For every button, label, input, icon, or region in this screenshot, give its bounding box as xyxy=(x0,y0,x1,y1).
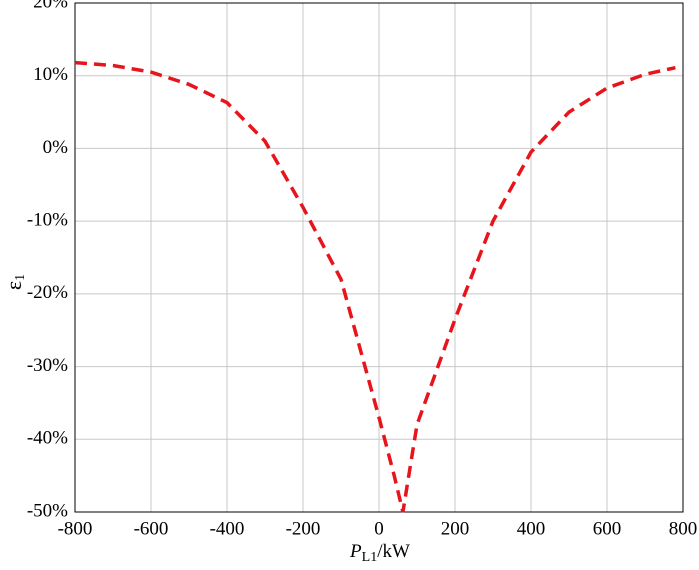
plot-frame xyxy=(74,2,684,513)
y-tick-label: -20% xyxy=(27,282,68,303)
y-tick-label: -40% xyxy=(27,428,68,449)
x-tick-label: -200 xyxy=(286,518,321,539)
x-tick-label: -600 xyxy=(134,518,169,539)
x-tick-label: 400 xyxy=(517,518,546,539)
x-tick-label: 0 xyxy=(374,518,384,539)
y-tick-label: -10% xyxy=(27,210,68,231)
y-label-sub: 1 xyxy=(13,274,28,281)
x-axis-label: PL1/kW xyxy=(349,541,410,565)
y-tick-label: 10% xyxy=(33,64,68,85)
y-tick-label: 20% xyxy=(33,0,68,12)
y-axis-label: ε1 xyxy=(1,274,28,290)
y-label-main: ε xyxy=(1,281,26,290)
x-tick-label: -800 xyxy=(58,518,93,539)
x-tick-label: -400 xyxy=(210,518,245,539)
y-tick-label: -50% xyxy=(27,500,68,521)
line-series xyxy=(74,60,676,513)
x-tick-label: 600 xyxy=(593,518,622,539)
x-label-unit: /kW xyxy=(377,541,410,562)
x-label-sub: L1 xyxy=(362,550,378,565)
x-label-main: P xyxy=(349,541,362,562)
y-tick-label: -30% xyxy=(27,355,68,376)
y-tick-label: 0% xyxy=(43,137,69,158)
x-tick-label: 800 xyxy=(669,518,698,539)
x-tick-label: 200 xyxy=(441,518,470,539)
